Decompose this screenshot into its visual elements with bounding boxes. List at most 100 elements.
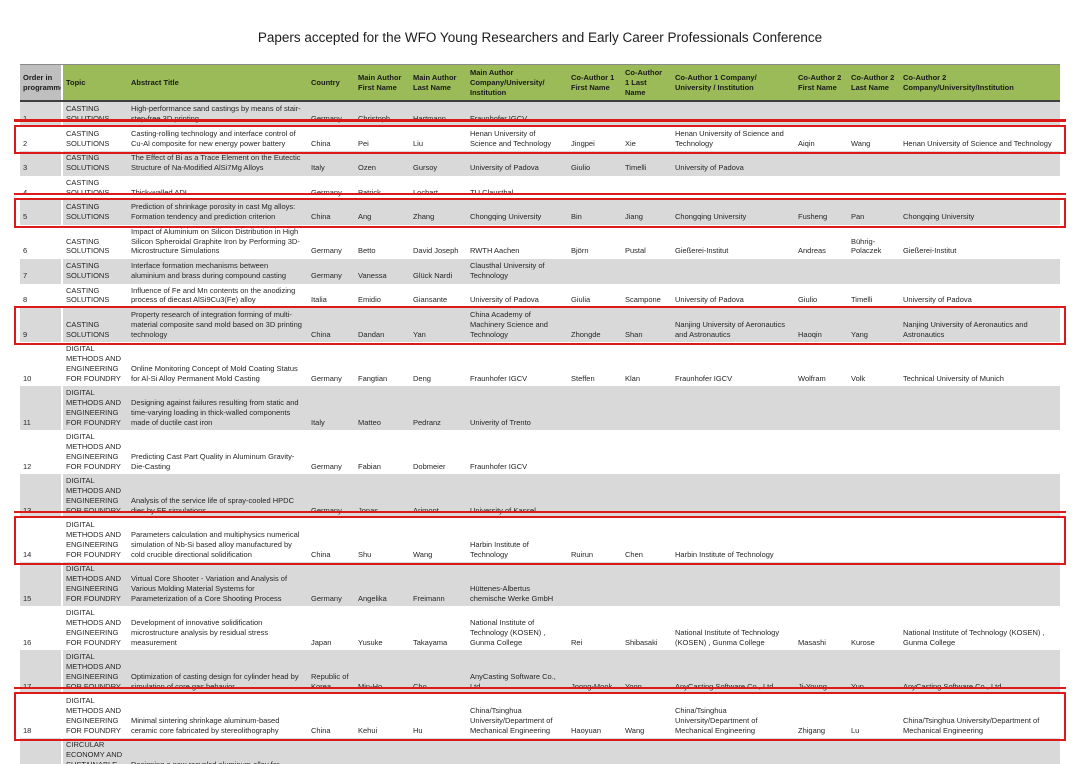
cell-abstract-title: Thick-walled ADI — [128, 175, 308, 201]
column-header-coauthor2-institution: Co-Author 2 Company/University/Instituti… — [900, 65, 1060, 101]
cell-coauthor2-last: Bührig-Polaczek — [848, 224, 900, 259]
cell-country: China — [308, 200, 355, 225]
cell-main-author-first: Ozen — [355, 151, 410, 176]
cell-coauthor2-first: Ji-Young — [795, 650, 848, 695]
cell-topic: CASTING SOLUTIONS — [63, 200, 128, 225]
cell-main-author-first: Yusuke — [355, 606, 410, 651]
table-row: 15 DIGITAL METHODS AND ENGINEERING FOR F… — [20, 562, 1060, 607]
cell-main-author-first: Pei — [355, 126, 410, 152]
cell-main-author-first: Fangtian — [355, 342, 410, 387]
table-row: 17 DIGITAL METHODS AND ENGINEERING FOR F… — [14, 650, 1066, 695]
column-header-main-author-institution: Main Author Company/University/ Institut… — [467, 65, 568, 101]
cell-main-author-first: Emidio — [355, 283, 410, 308]
cell-topic: DIGITAL METHODS AND ENGINEERING FOR FOUN… — [63, 606, 128, 651]
cell-order: 17 — [20, 650, 63, 695]
cell-coauthor2-last: Wang — [848, 126, 900, 152]
cell-main-author-first: Angelika — [355, 562, 410, 607]
cell-coauthor2-last: Volk — [848, 342, 900, 387]
cell-coauthor2-org: National Institute of Technology (KOSEN)… — [900, 606, 1060, 651]
cell-country: China — [308, 308, 355, 343]
cell-country: China — [308, 518, 355, 563]
cell-main-author-last: Giansante — [410, 283, 467, 308]
cell-topic: DIGITAL METHODS AND ENGINEERING FOR FOUN… — [63, 386, 128, 431]
cell-coauthor1-last: Wang — [622, 694, 672, 739]
cell-coauthor2-org — [900, 518, 1060, 563]
table-row: 7 CASTING SOLUTIONS Interface formation … — [20, 259, 1060, 284]
cell-topic: CASTING SOLUTIONS — [63, 259, 128, 284]
cell-main-author-first: Gabriel — [355, 738, 410, 764]
cell-coauthor1-org — [672, 259, 795, 284]
cell-coauthor2-last: Yang — [848, 308, 900, 343]
cell-coauthor2-org — [900, 102, 1060, 127]
cell-main-author-first: Jonas — [355, 474, 410, 519]
cell-coauthor1-org — [672, 562, 795, 607]
cell-coauthor2-first — [795, 386, 848, 431]
cell-country: China — [308, 126, 355, 152]
cell-main-author-last: Pedranz — [410, 386, 467, 431]
cell-coauthor2-last: Yun — [848, 650, 900, 695]
cell-abstract-title: Analysis of the service life of spray-co… — [128, 474, 308, 519]
cell-coauthor1-last: Scampone — [622, 283, 672, 308]
cell-coauthor2-org — [900, 386, 1060, 431]
cell-coauthor2-first: Zhigang — [795, 694, 848, 739]
cell-order: 19 — [20, 738, 63, 764]
cell-topic: DIGITAL METHODS AND ENGINEERING FOR FOUN… — [63, 518, 128, 563]
cell-coauthor2-org: China/Tsinghua University/Department of … — [900, 694, 1060, 739]
cell-topic: CASTING SOLUTIONS — [63, 175, 128, 201]
cell-coauthor1-org — [672, 175, 795, 201]
table-row: 11 DIGITAL METHODS AND ENGINEERING FOR F… — [20, 386, 1060, 431]
cell-order: 14 — [20, 518, 63, 563]
column-header-coauthor2-last-name: Co-Author 2 Last Name — [848, 65, 900, 101]
cell-main-author-first: Vanessa — [355, 259, 410, 284]
cell-coauthor2-first — [795, 562, 848, 607]
cell-coauthor1-last — [622, 738, 672, 764]
cell-coauthor1-last — [622, 259, 672, 284]
cell-coauthor2-first: Andreas — [795, 224, 848, 259]
cell-main-author-last: Arimont — [410, 474, 467, 519]
cell-main-author-last: Deng — [410, 342, 467, 387]
cell-coauthor2-last — [848, 430, 900, 475]
table-row: 13 DIGITAL METHODS AND ENGINEERING FOR F… — [14, 474, 1066, 519]
cell-abstract-title: Development of innovative solidification… — [128, 606, 308, 651]
cell-coauthor2-last — [848, 175, 900, 201]
cell-coauthor1-org: Harbin Institute of Technology — [672, 518, 795, 563]
table-row: 16 DIGITAL METHODS AND ENGINEERING FOR F… — [20, 606, 1060, 651]
cell-order: 15 — [20, 562, 63, 607]
cell-main-author-last: Freimann — [410, 562, 467, 607]
cell-main-author-first: Ang — [355, 200, 410, 225]
cell-main-author-last: Takayama — [410, 606, 467, 651]
cell-topic: CASTING SOLUTIONS — [63, 283, 128, 308]
cell-coauthor2-last — [848, 474, 900, 519]
cell-coauthor2-org — [900, 175, 1060, 201]
cell-coauthor1-org — [672, 386, 795, 431]
cell-abstract-title: Designing against failures resulting fro… — [128, 386, 308, 431]
cell-topic: DIGITAL METHODS AND ENGINEERING FOR FOUN… — [63, 430, 128, 475]
cell-coauthor2-last — [848, 518, 900, 563]
cell-coauthor1-last — [622, 474, 672, 519]
cell-coauthor1-org: AnyCasting Software Co., Ltd. — [672, 650, 795, 695]
table-row: 12 DIGITAL METHODS AND ENGINEERING FOR F… — [20, 430, 1060, 475]
cell-coauthor1-last: Shan — [622, 308, 672, 343]
cell-coauthor1-org: University of Padova — [672, 283, 795, 308]
column-header-abstract-title: Abstract Title — [128, 65, 308, 101]
cell-main-author-org: Fraunhofer IGCV — [467, 102, 568, 127]
cell-coauthor1-last — [622, 562, 672, 607]
cell-main-author-last: Wang — [410, 518, 467, 563]
cell-main-author-org: University of Padova — [467, 283, 568, 308]
cell-abstract-title: Property research of integration forming… — [128, 308, 308, 343]
cell-coauthor2-last — [848, 102, 900, 127]
cell-abstract-title: The Effect of Bi as a Trace Element on t… — [128, 151, 308, 176]
cell-coauthor1-org: National Institute of Technology (KOSEN)… — [672, 606, 795, 651]
cell-topic: DIGITAL METHODS AND ENGINEERING FOR FOUN… — [63, 474, 128, 519]
cell-coauthor2-first — [795, 430, 848, 475]
cell-coauthor2-org — [900, 259, 1060, 284]
cell-main-author-last: Gursoy — [410, 151, 467, 176]
cell-main-author-first: Betto — [355, 224, 410, 259]
cell-coauthor1-last: Yoon — [622, 650, 672, 695]
column-header-coauthor1-last-name: Co-Author 1 Last Name — [622, 65, 672, 101]
cell-coauthor2-first — [795, 175, 848, 201]
cell-main-author-last: Lochart — [410, 175, 467, 201]
table-row: 4 CASTING SOLUTIONS Thick-walled ADI Ger… — [14, 175, 1066, 201]
cell-order: 12 — [20, 430, 63, 475]
